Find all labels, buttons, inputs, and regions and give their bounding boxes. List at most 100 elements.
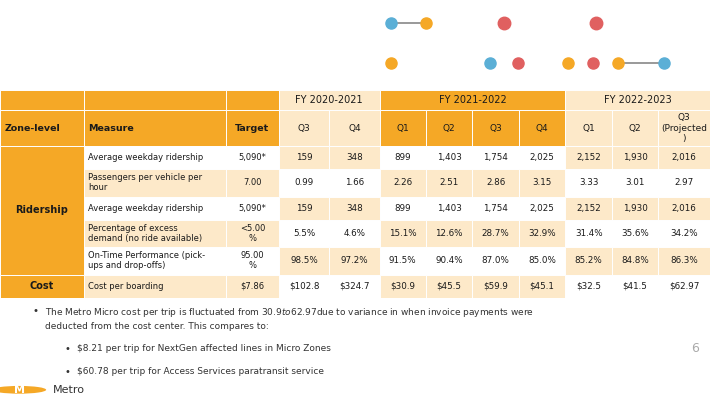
Bar xyxy=(84,247,226,275)
Text: Q3: Q3 xyxy=(489,124,502,132)
Text: 159: 159 xyxy=(295,204,312,213)
Text: M: M xyxy=(13,385,25,395)
Bar xyxy=(519,247,565,275)
Text: $45.5: $45.5 xyxy=(437,282,462,291)
Text: 31.4%: 31.4% xyxy=(575,229,603,238)
Bar xyxy=(472,110,519,146)
Text: Zone-level: Zone-level xyxy=(4,124,60,132)
Bar xyxy=(565,146,612,169)
Text: FY 2022-2023: FY 2022-2023 xyxy=(604,95,672,105)
Bar xyxy=(519,196,565,220)
Bar xyxy=(472,247,519,275)
Bar xyxy=(84,90,226,110)
Bar xyxy=(612,169,658,196)
Text: Q2: Q2 xyxy=(443,124,456,132)
Bar xyxy=(472,169,519,196)
Bar xyxy=(84,196,226,220)
Bar xyxy=(380,196,426,220)
Text: 12.6%: 12.6% xyxy=(435,229,463,238)
Text: 2,025: 2,025 xyxy=(530,153,555,162)
Text: 85.0%: 85.0% xyxy=(528,256,556,266)
Text: 1.66: 1.66 xyxy=(345,178,364,187)
Bar xyxy=(329,110,380,146)
Text: Key Performance Indicators &: Key Performance Indicators & xyxy=(11,11,292,29)
Bar xyxy=(380,110,426,146)
Bar xyxy=(380,275,426,298)
Bar xyxy=(426,169,472,196)
Bar xyxy=(0,220,84,247)
Text: Q4: Q4 xyxy=(348,124,361,132)
Bar xyxy=(0,146,84,169)
Text: 899: 899 xyxy=(395,204,411,213)
Bar xyxy=(226,247,279,275)
Bar xyxy=(612,146,658,169)
Text: 85.2%: 85.2% xyxy=(575,256,603,266)
Bar xyxy=(226,146,279,169)
Text: Average weekday ridership: Average weekday ridership xyxy=(88,204,204,213)
Text: 5,090*: 5,090* xyxy=(239,204,266,213)
Text: Target: Target xyxy=(235,124,270,132)
Text: 3.33: 3.33 xyxy=(579,178,599,187)
Text: 1,930: 1,930 xyxy=(623,153,648,162)
Bar xyxy=(329,169,380,196)
Bar xyxy=(426,275,472,298)
Text: 87.0%: 87.0% xyxy=(482,256,510,266)
Text: •: • xyxy=(65,344,70,354)
Bar xyxy=(472,220,519,247)
Bar xyxy=(226,196,279,220)
Text: Average weekday ridership: Average weekday ridership xyxy=(88,153,204,162)
Text: 86.3%: 86.3% xyxy=(670,256,698,266)
Bar xyxy=(226,275,279,298)
Bar xyxy=(226,110,279,146)
Text: •: • xyxy=(65,367,70,377)
Bar xyxy=(0,169,84,196)
Text: 2,016: 2,016 xyxy=(672,204,697,213)
Text: 2.86: 2.86 xyxy=(486,178,506,187)
Text: 2.26: 2.26 xyxy=(393,178,413,187)
Text: 84.8%: 84.8% xyxy=(621,256,649,266)
Text: 28.7%: 28.7% xyxy=(482,229,510,238)
Bar xyxy=(565,90,710,110)
Bar xyxy=(612,220,658,247)
Text: 0.99: 0.99 xyxy=(295,178,314,187)
Bar xyxy=(279,110,329,146)
Text: Q2: Q2 xyxy=(629,124,641,132)
Text: 2,016: 2,016 xyxy=(672,153,697,162)
Text: Measure: Measure xyxy=(88,124,134,132)
Bar xyxy=(426,196,472,220)
Text: $8.21 per trip for NextGen affected lines in Micro Zones: $8.21 per trip for NextGen affected line… xyxy=(77,344,331,353)
Text: Q3: Q3 xyxy=(297,124,310,132)
Bar xyxy=(658,196,710,220)
Bar xyxy=(658,169,710,196)
Bar xyxy=(380,146,426,169)
Bar xyxy=(84,169,226,196)
Text: Passengers per vehicle per
hour: Passengers per vehicle per hour xyxy=(88,173,202,192)
Bar xyxy=(279,169,329,196)
Bar xyxy=(226,90,279,110)
Bar xyxy=(426,110,472,146)
Bar xyxy=(612,247,658,275)
Bar xyxy=(84,146,226,169)
Bar xyxy=(0,90,84,110)
Bar xyxy=(565,169,612,196)
Text: $59.9: $59.9 xyxy=(484,282,508,291)
Text: 97.2%: 97.2% xyxy=(341,256,368,266)
Text: 98.5%: 98.5% xyxy=(290,256,318,266)
Bar xyxy=(658,275,710,298)
Text: On-Time Performance (pick-
ups and drop-offs): On-Time Performance (pick- ups and drop-… xyxy=(88,252,205,270)
Text: 3.01: 3.01 xyxy=(626,178,645,187)
Text: $45.1: $45.1 xyxy=(530,282,555,291)
Bar xyxy=(226,220,279,247)
Text: 90.4%: 90.4% xyxy=(435,256,463,266)
Bar xyxy=(612,196,658,220)
Text: 95.00
%: 95.00 % xyxy=(241,252,264,270)
Bar xyxy=(84,110,226,146)
Text: 3.15: 3.15 xyxy=(532,178,552,187)
Circle shape xyxy=(0,386,46,394)
Bar xyxy=(279,90,380,110)
Bar xyxy=(380,220,426,247)
Bar xyxy=(565,110,612,146)
Bar xyxy=(329,146,380,169)
Bar xyxy=(565,247,612,275)
Text: 2,025: 2,025 xyxy=(530,204,555,213)
